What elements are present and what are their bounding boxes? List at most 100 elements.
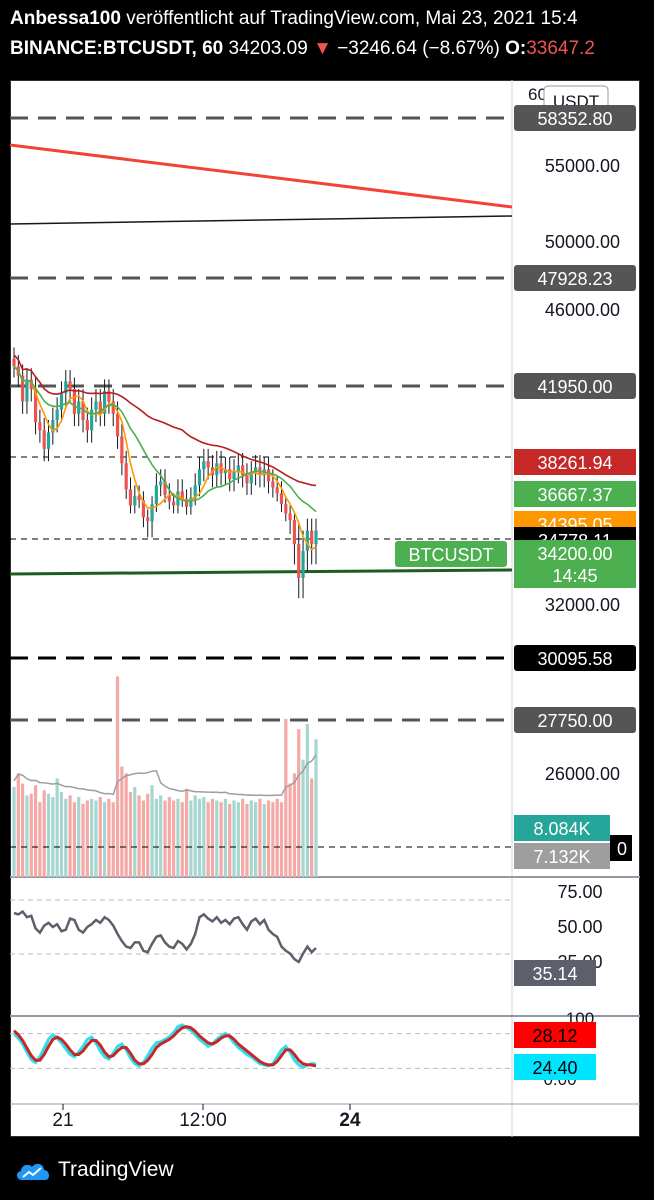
candle-body	[124, 463, 128, 490]
x-tick-label: 21	[52, 1110, 73, 1131]
volume-bar	[98, 797, 102, 877]
symbol-name: BINANCE:BTCUSDT, 60	[10, 38, 224, 59]
volume-bar	[21, 783, 25, 877]
volume-bar	[94, 800, 98, 877]
rsi-tick: 50.00	[557, 917, 602, 937]
volume-bar	[228, 803, 232, 877]
volume-bar	[314, 739, 318, 877]
candle-body	[59, 393, 64, 410]
volume-bar	[42, 790, 46, 877]
volume-bar	[128, 792, 133, 877]
trendline-black	[10, 215, 513, 225]
candle-body	[202, 461, 206, 470]
volume-bar	[77, 797, 81, 877]
candle-body	[279, 493, 284, 505]
ma-green-line	[13, 365, 317, 513]
volume-bar	[25, 795, 29, 877]
candle-body	[72, 389, 76, 414]
volume-ma-label: 8.084K	[533, 819, 590, 839]
candle-body	[94, 401, 98, 410]
candle-body	[275, 487, 279, 494]
stoch-k-label: 28.12	[532, 1026, 577, 1046]
candle-body	[120, 436, 124, 464]
candle-body	[42, 430, 46, 449]
price-label-box	[514, 481, 636, 507]
publish-line: Anbessa100 veröffentlicht auf TradingVie…	[10, 8, 578, 30]
y-tick-label: 50000.00	[545, 232, 620, 252]
volume-bar	[232, 800, 236, 877]
price-label-box	[514, 449, 636, 475]
candle-body	[292, 519, 297, 545]
volume-bar	[193, 795, 197, 877]
volume-bar	[115, 676, 120, 877]
candle-body	[305, 530, 309, 551]
volume-bar	[245, 803, 249, 877]
volume-ma2-label-box	[514, 843, 610, 869]
volume-bar	[223, 798, 227, 877]
candle-body	[133, 496, 137, 506]
volume-bar	[68, 795, 72, 877]
volume-bar	[72, 802, 76, 877]
volume-ma-label-box	[514, 815, 610, 841]
ma-darkred-line	[13, 354, 317, 487]
volume-bar	[305, 724, 309, 877]
volume-bar	[310, 778, 314, 877]
rsi-tick: 75.00	[557, 882, 602, 902]
candle-body	[98, 401, 102, 414]
volume-bar	[163, 800, 167, 877]
price-label: 36667.37	[537, 485, 612, 505]
candle-body	[288, 513, 292, 520]
candle-body	[232, 471, 236, 480]
candle-body	[236, 465, 240, 472]
support-line	[10, 568, 513, 576]
volume-bar	[12, 786, 16, 877]
trendline-red	[10, 143, 513, 209]
volume-bar	[133, 786, 137, 877]
stoch-k-line	[12, 1023, 316, 1069]
volume-bar	[184, 788, 189, 877]
candle-body	[241, 465, 245, 476]
candle-body	[172, 501, 176, 506]
volume-bar	[258, 798, 262, 877]
volume-bar	[33, 785, 38, 877]
candle-body	[21, 375, 25, 402]
volume-bar	[288, 783, 292, 877]
volume-bar	[275, 798, 279, 877]
y-tick-label: 46000.00	[545, 300, 620, 320]
volume-bar	[107, 798, 111, 877]
y-tick-label: 55000.00	[545, 156, 620, 176]
volume-bar	[284, 718, 288, 877]
volume-partial-tick: 0	[617, 839, 627, 859]
level-label: 41950.00	[537, 377, 612, 397]
level-label: 47928.23	[537, 269, 612, 289]
volume-bar	[85, 800, 89, 877]
volume-bar	[266, 800, 271, 877]
candle-body	[150, 504, 154, 522]
volume-bar	[176, 798, 180, 877]
candle-body	[167, 494, 171, 502]
y-tick-label: 32000.00	[545, 595, 620, 615]
candle-body	[46, 432, 51, 449]
volume-bar	[111, 802, 115, 877]
candle-body	[310, 530, 314, 545]
level-label-box	[514, 645, 636, 671]
symbol-tag: BTCUSDT	[409, 545, 494, 565]
candle-body	[81, 401, 85, 421]
volume-bar	[38, 802, 42, 877]
level-label-box	[514, 373, 636, 399]
volume-bar	[210, 798, 215, 877]
y-tick-label: 26000.00	[545, 764, 620, 784]
volume-bar	[146, 793, 150, 877]
volume-bar	[197, 798, 202, 877]
chart-canvas[interactable]: 60 USDT55000.0050000.0046000.0032000.0026…	[10, 80, 640, 1137]
volume-bar	[215, 800, 219, 877]
author-name[interactable]: Anbessa100	[10, 8, 121, 29]
rsi-last-label: 35.14	[532, 964, 577, 984]
candle-body	[115, 413, 120, 437]
volume-bar	[46, 793, 51, 877]
candle-body	[146, 517, 150, 522]
price-label: 38261.94	[537, 453, 612, 473]
candle-body	[85, 420, 89, 431]
volume-bar	[159, 795, 163, 877]
candle-body	[223, 469, 227, 474]
